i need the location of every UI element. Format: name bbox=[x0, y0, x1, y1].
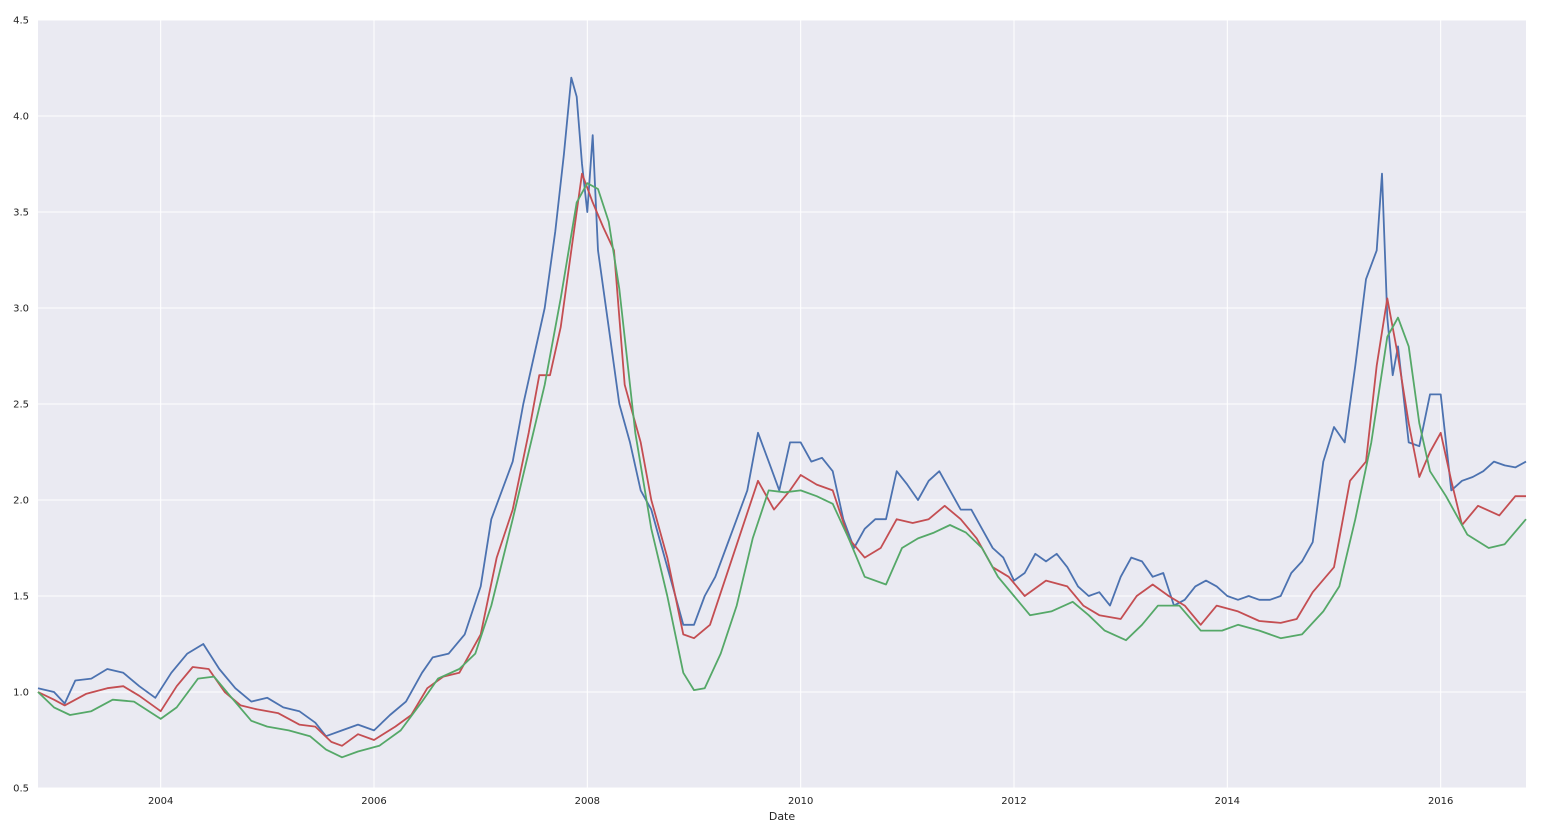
x-tick-label: 2012 bbox=[1001, 796, 1026, 807]
x-tick-label: 2016 bbox=[1428, 796, 1453, 807]
x-tick-label: 2014 bbox=[1215, 796, 1240, 807]
y-tick-label: 3.0 bbox=[13, 304, 29, 315]
y-tick-label: 1.5 bbox=[13, 592, 29, 603]
y-tick-label: 2.5 bbox=[13, 400, 29, 411]
series-line-2 bbox=[37, 172, 1526, 747]
y-tick-label: 4.0 bbox=[13, 112, 29, 123]
x-tick-label: 2010 bbox=[788, 796, 813, 807]
y-axis-ticks: 0.5 1.0 1.5 2.0 2.5 3.0 3.5 4.0 4.5 bbox=[13, 16, 29, 795]
y-tick-label: 0.5 bbox=[13, 784, 29, 795]
x-tick-label: 2008 bbox=[575, 796, 600, 807]
y-tick-label: 1.0 bbox=[13, 688, 29, 699]
y-tick-label: 3.5 bbox=[13, 208, 29, 219]
series-lines bbox=[37, 76, 1527, 759]
series-line-3 bbox=[37, 182, 1527, 759]
series-line-1 bbox=[37, 76, 1527, 738]
y-tick-label: 4.5 bbox=[13, 16, 29, 27]
x-tick-label: 2006 bbox=[361, 796, 386, 807]
x-axis-label: Date bbox=[769, 810, 796, 823]
x-axis-ticks: 2004 2006 2008 2010 2012 2014 2016 bbox=[148, 796, 1453, 807]
x-tick-label: 2004 bbox=[148, 796, 173, 807]
y-tick-label: 2.0 bbox=[13, 496, 29, 507]
